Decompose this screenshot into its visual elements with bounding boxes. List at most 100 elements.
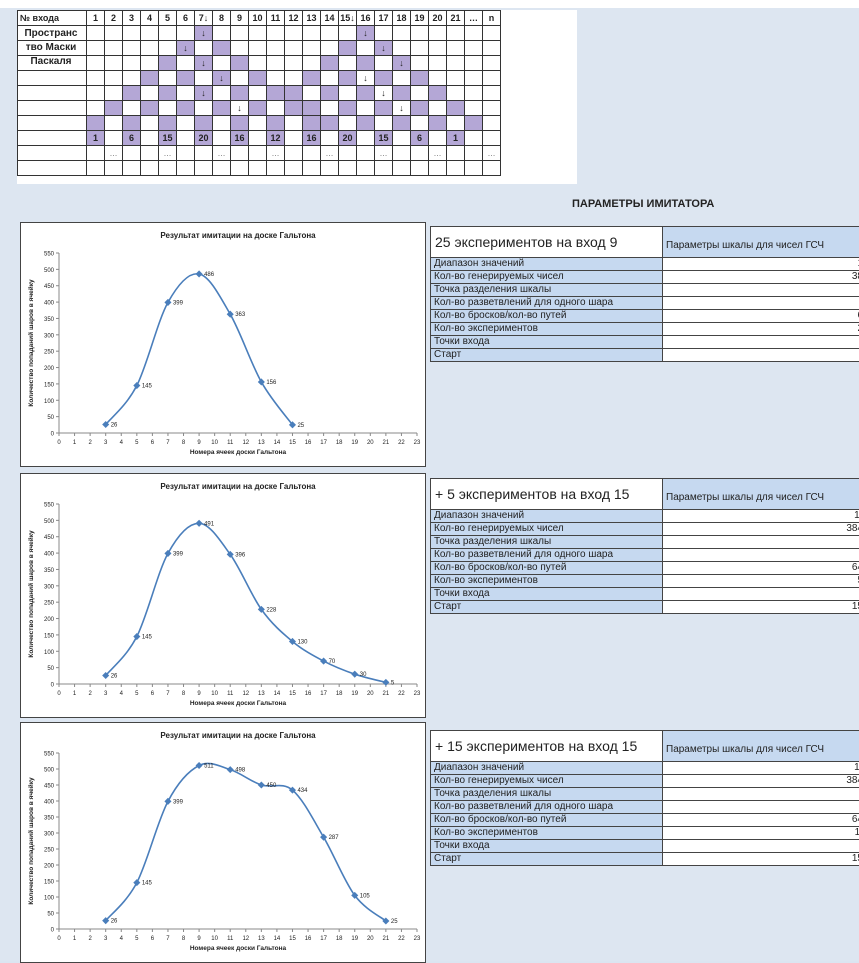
mask-cell (212, 55, 231, 71)
mask-cell (158, 85, 177, 101)
mask-cell (482, 55, 501, 71)
mask-header-cell: 7↓ (194, 10, 213, 26)
x-tick-label: 11 (227, 691, 234, 697)
param-value-cell[interactable]: 1( (663, 510, 859, 522)
param-value-cell[interactable]: 1( (663, 762, 859, 774)
mask-header-cell: 4 (140, 10, 159, 26)
param-value-cell[interactable]: 64 (663, 562, 859, 574)
param-value-cell[interactable]: ( (663, 588, 859, 600)
mask-header-cell: … (464, 10, 483, 26)
mask-cell (176, 115, 195, 131)
mask-cell (140, 100, 159, 116)
mask-cell (140, 85, 159, 101)
data-label: 145 (142, 881, 153, 887)
param-value-cell[interactable] (663, 297, 859, 309)
chart-3-svg: Результат имитации на доске Гальтона0501… (27, 731, 421, 952)
param-value-cell[interactable]: ( (663, 549, 859, 561)
mask-cell: ↓ (194, 85, 213, 101)
mask-cell (338, 145, 357, 161)
param-label: Кол-во бросков/кол-во путей (431, 814, 663, 826)
mask-row-label (17, 130, 87, 146)
mask-cell (248, 40, 267, 56)
chart-1[interactable]: Результат имитации на доске Гальтона 0 50 1… (20, 222, 426, 467)
x-tick-label: 6 (151, 440, 155, 446)
mask-cell (122, 40, 141, 56)
param-value-cell[interactable]: · (663, 788, 859, 800)
param-value-cell[interactable]: ( (663, 840, 859, 852)
param-value-cell[interactable]: 384 (663, 523, 859, 535)
mask-result-cell: 1 (446, 130, 465, 146)
param-value-cell[interactable] (663, 284, 859, 296)
y-tick-label: 250 (44, 848, 55, 854)
mask-cell (428, 85, 447, 101)
x-axis-label: Номера ячеек доски Гальтона (190, 700, 287, 707)
param-row: Диапазон значений 1( (430, 510, 859, 523)
param-value-cell[interactable]: 2 (663, 323, 859, 335)
data-point (133, 382, 141, 390)
x-tick-label: 10 (211, 691, 218, 697)
mask-title-line: Паскаля (30, 56, 72, 67)
x-tick-label: 19 (351, 440, 358, 446)
x-tick-label: 22 (398, 440, 405, 446)
mask-header-cell: 9 (230, 10, 249, 26)
mask-cell: … (104, 145, 123, 161)
mask-result-cell (464, 130, 483, 146)
mask-cell (284, 160, 303, 176)
x-axis-label: Номера ячеек доски Гальтона (190, 449, 287, 456)
param-value-cell[interactable]: 64 (663, 814, 859, 826)
param-label: Диапазон значений (431, 510, 663, 522)
param-value: 38 (851, 271, 859, 282)
mask-cell (248, 55, 267, 71)
mask-cell (86, 40, 105, 56)
mask-cell (374, 100, 393, 116)
param-value-cell[interactable]: ( (663, 801, 859, 813)
data-label: 30 (360, 672, 367, 678)
mask-cell (320, 115, 339, 131)
param-table-3: + 15 экспериментов на вход 15 Параметры ш… (430, 730, 859, 866)
mask-title-line: тво Маски (25, 42, 77, 53)
param-value-cell[interactable]: · (663, 536, 859, 548)
param-value-cell[interactable]: 15 (663, 853, 859, 865)
data-label: 130 (297, 639, 308, 645)
data-point (195, 270, 203, 278)
mask-cell (320, 85, 339, 101)
param-value: 64 (851, 562, 859, 573)
param-row: Кол-во генерируемых чисел 384 (430, 775, 859, 788)
param-value-cell[interactable]: 1 (663, 258, 859, 270)
param-row: Старт 15 (430, 853, 859, 866)
data-point (195, 761, 203, 770)
param-value-cell[interactable] (663, 336, 859, 348)
x-tick-label: 1 (73, 936, 77, 942)
data-point (164, 549, 172, 557)
series-line (105, 762, 387, 922)
mask-cell (464, 55, 483, 71)
data-point (288, 786, 297, 794)
mask-result-cell (428, 130, 447, 146)
param-value-cell[interactable]: 15 (663, 601, 859, 613)
param-value-cell[interactable]: 6 (663, 310, 859, 322)
param-label: Кол-во разветвлений для одного шара (431, 801, 663, 813)
data-point (133, 879, 141, 887)
x-tick-label: 20 (367, 440, 374, 446)
data-label: 399 (173, 799, 184, 805)
mask-cell (86, 145, 105, 161)
mask-cell (104, 70, 123, 86)
mask-cell (104, 100, 123, 116)
param-value-cell[interactable]: 384 (663, 775, 859, 787)
mask-cell (356, 100, 375, 116)
x-tick-label: 5 (135, 691, 139, 697)
param-value-cell[interactable]: 5 (663, 575, 859, 587)
mask-cell (464, 25, 483, 41)
mask-header-cell: 14 (320, 10, 339, 26)
y-tick-label: 200 (44, 864, 55, 870)
mask-cell (122, 85, 141, 101)
chart-2[interactable]: Результат имитации на доске Гальтона 0 50 1… (20, 473, 426, 718)
pascal-mask-grid: № входа 1 2 3 4 5 6 7↓ 8 9 10 11 12 13 14 15↓ 16 17 18 19 20… (17, 10, 577, 184)
y-tick-label: 250 (44, 350, 55, 356)
param-value-cell[interactable] (663, 349, 859, 361)
param-value-cell[interactable]: 1: (663, 827, 859, 839)
param-value-cell[interactable]: 38 (663, 271, 859, 283)
chart-3[interactable]: Результат имитации на доске Гальтона 0 50 1… (20, 722, 426, 963)
x-tick-label: 4 (120, 440, 124, 446)
mask-result-cell: 15 (374, 130, 393, 146)
